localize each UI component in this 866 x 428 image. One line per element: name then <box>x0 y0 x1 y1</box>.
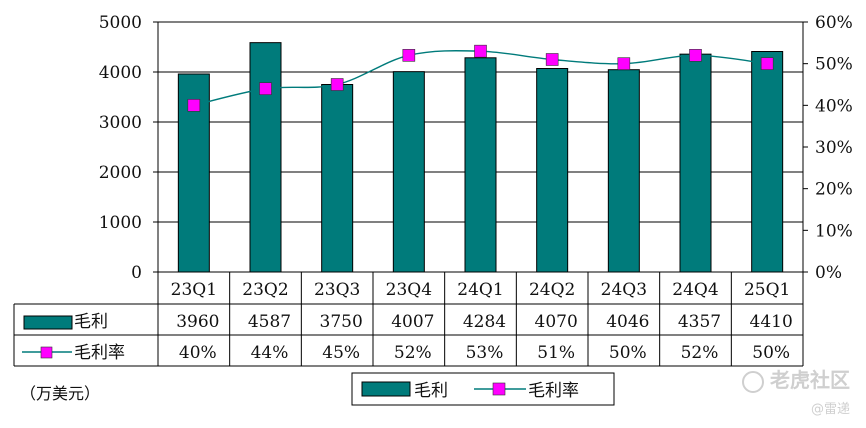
table-value: 3750 <box>320 312 363 332</box>
right-tick-label: 40% <box>815 96 853 116</box>
table-value: 50% <box>752 343 790 363</box>
data-table: 23Q1 23Q2 23Q3 23Q4 24Q1 24Q2 24Q3 24Q4 25Q1 3960… <box>13 271 804 367</box>
row-key-marker <box>40 346 53 359</box>
row-label: 毛利率 <box>74 343 125 363</box>
table-value: 40% <box>179 343 217 363</box>
table-value: 50% <box>609 343 647 363</box>
category-label: 23Q3 <box>314 280 360 300</box>
unit-label: （万美元） <box>20 384 101 403</box>
category-label: 23Q2 <box>242 280 288 300</box>
table-value: 52% <box>394 343 432 363</box>
bar <box>321 84 354 273</box>
right-tick-label: 60% <box>815 13 853 33</box>
right-tick-label: 0% <box>815 263 842 283</box>
table-value: 4007 <box>391 312 434 332</box>
right-tick-label: 30% <box>815 138 853 158</box>
category-label: 24Q1 <box>457 280 503 300</box>
line-series <box>187 44 774 112</box>
watermark-brand: 老虎社区 <box>742 364 850 393</box>
margin-point <box>187 99 201 112</box>
table-value: 4046 <box>606 312 649 332</box>
tiger-logo-icon <box>742 370 764 393</box>
bar <box>679 53 712 273</box>
right-tick-label: 50% <box>815 55 853 75</box>
table-value: 4410 <box>750 312 793 332</box>
left-tick-label: 5000 <box>99 13 142 33</box>
left-tick-label: 3000 <box>99 113 142 133</box>
table-value: 52% <box>681 343 719 363</box>
right-tick-label: 10% <box>815 221 853 241</box>
left-tick-label: 1000 <box>99 213 142 233</box>
row-label: 毛利 <box>74 312 108 332</box>
legend-key-marker <box>492 382 506 396</box>
watermark-author: @雷递 <box>810 402 850 417</box>
category-label: 24Q2 <box>529 280 575 300</box>
bar-series <box>177 42 784 273</box>
table-value: 51% <box>537 343 575 363</box>
category-label: 24Q4 <box>672 280 718 300</box>
table-value: 4587 <box>248 312 291 332</box>
table-value: 4357 <box>678 312 721 332</box>
bar <box>751 51 784 273</box>
margin-point <box>689 49 702 62</box>
legend-label: 毛利率 <box>528 381 579 401</box>
row-key-bar <box>23 315 73 330</box>
bar <box>536 68 569 273</box>
margin-point <box>760 57 774 70</box>
table-value: 44% <box>251 343 289 363</box>
bar <box>464 57 497 273</box>
table-value: 45% <box>322 343 360 363</box>
margin-point <box>259 82 272 95</box>
margin-point <box>330 78 344 91</box>
legend-label: 毛利 <box>414 381 448 401</box>
table-value: 3960 <box>176 312 219 332</box>
left-tick-label: 2000 <box>99 163 142 183</box>
margin-point <box>474 44 487 58</box>
bar <box>607 69 640 273</box>
legend: 毛利 毛利率 <box>351 372 615 406</box>
category-label: 23Q1 <box>171 280 217 300</box>
category-label: 25Q1 <box>744 280 790 300</box>
category-label: 23Q4 <box>386 280 432 300</box>
margin-point <box>402 49 416 62</box>
right-tick-label: 20% <box>815 180 853 200</box>
table-value: 4070 <box>535 312 578 332</box>
left-tick-label: 4000 <box>99 63 142 83</box>
category-label: 24Q3 <box>601 280 647 300</box>
table-value: 53% <box>466 343 504 363</box>
bar <box>392 71 425 273</box>
table-value: 4284 <box>463 312 506 332</box>
bar <box>249 42 282 273</box>
margin-point <box>545 53 559 66</box>
axes: 0 1000 2000 3000 4000 5000 0% 10% 20% 30% 40% 50% 60… <box>99 13 853 283</box>
margin-point <box>617 57 631 70</box>
legend-key-bar <box>361 381 411 397</box>
left-tick-label: 0 <box>131 263 142 283</box>
